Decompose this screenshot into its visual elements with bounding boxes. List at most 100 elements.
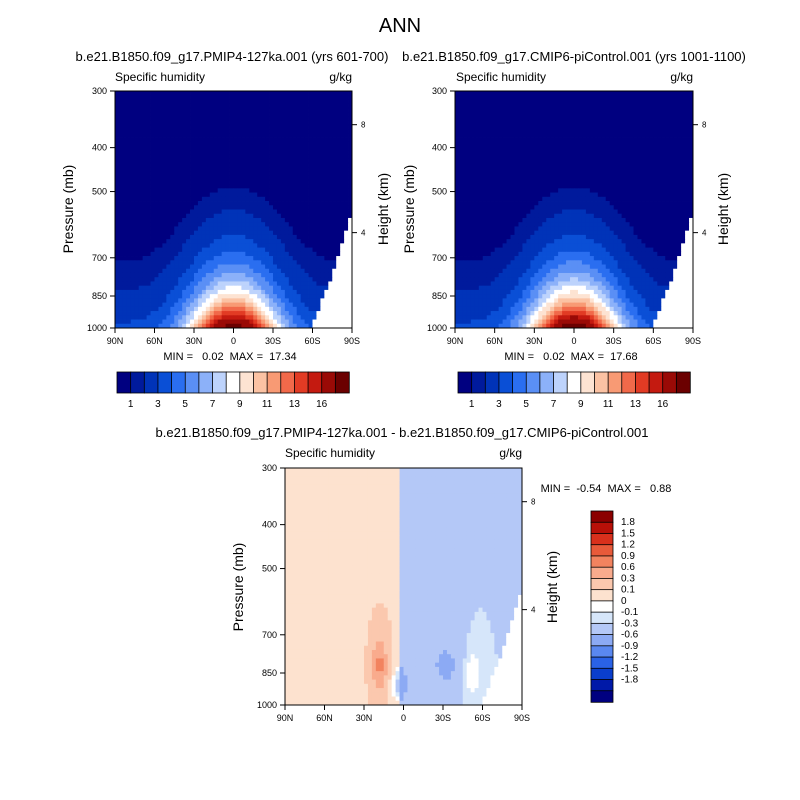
contour-cell: [685, 95, 690, 100]
contour-cell: [554, 116, 559, 122]
contour-cell: [233, 289, 238, 295]
contour-cell: [241, 146, 246, 151]
contour-cell: [205, 272, 211, 278]
contour-cell: [328, 154, 333, 160]
contour-cell: [265, 311, 270, 316]
contour-cell: [689, 179, 694, 185]
contour-cell: [217, 103, 223, 109]
contour-cell: [300, 209, 305, 215]
contour-cell: [261, 201, 266, 206]
contour-cell: [296, 124, 302, 130]
contour-cell: [269, 222, 274, 227]
contour-cell: [166, 281, 171, 287]
contour-cell: [253, 256, 258, 261]
contour-cell: [574, 103, 579, 109]
contour-cell: [681, 162, 686, 168]
contour-cell: [490, 162, 496, 168]
contour-cell: [601, 103, 607, 109]
contour-cell: [581, 91, 587, 96]
contour-cell: [158, 315, 163, 320]
contour-cell: [518, 112, 523, 117]
contour-cell: [186, 201, 191, 206]
contour-cell: [190, 175, 195, 181]
contour-cell: [526, 188, 531, 193]
contour-cell: [324, 179, 329, 185]
contour-cell: [190, 91, 195, 96]
contour-cell: [494, 124, 500, 130]
contour-cell: [284, 179, 290, 185]
contour-cell: [190, 243, 195, 248]
contour-cell: [134, 171, 140, 177]
contour-cell: [340, 158, 345, 164]
contour-cell: [182, 112, 187, 117]
contour-cell: [558, 116, 563, 122]
contour-cell: [625, 107, 630, 113]
contour-cell: [466, 179, 472, 185]
contour-cell: [162, 251, 167, 257]
contour-cell: [276, 116, 282, 122]
contour-cell: [186, 264, 191, 270]
contour-cell: [685, 116, 690, 122]
contour-cell: [546, 116, 551, 122]
contour-cell: [209, 150, 215, 155]
contour-cell: [194, 226, 199, 232]
contour-cell: [118, 167, 124, 172]
contour-cell: [241, 192, 246, 198]
contour-cell: [182, 201, 187, 206]
contour-cell: [225, 243, 230, 248]
contour-cell: [506, 116, 511, 122]
contour-cell: [589, 120, 595, 126]
contour-cell: [296, 129, 302, 134]
contour-cell: [566, 133, 571, 138]
contour-cell: [300, 230, 305, 236]
contour-cell: [526, 146, 531, 151]
contour-cell: [585, 112, 591, 117]
contour-cell: [225, 116, 230, 122]
contour-cell: [122, 201, 128, 206]
contour-cell: [197, 217, 203, 223]
contour-cell: [194, 217, 199, 223]
contour-cell: [201, 162, 207, 168]
contour-cell: [455, 133, 460, 138]
contour-cell: [158, 217, 163, 223]
contour-cell: [150, 251, 155, 257]
contour-cell: [621, 162, 626, 168]
contour-cell: [673, 179, 678, 185]
contour-cell: [237, 103, 242, 109]
contour-cell: [221, 243, 226, 248]
contour-cell: [245, 222, 250, 227]
contour-cell: [344, 154, 349, 160]
contour-cell: [284, 234, 290, 240]
contour-cell: [190, 239, 195, 244]
contour-cell: [320, 154, 325, 160]
contour-cell: [510, 137, 515, 143]
contour-cell: [146, 302, 151, 308]
contour-cell: [284, 137, 290, 143]
contour-cell: [597, 91, 603, 96]
contour-cell: [178, 150, 183, 155]
contour-cell: [138, 107, 144, 113]
contour-cell: [288, 129, 294, 134]
contour-cell: [134, 146, 140, 151]
contour-cell: [190, 103, 195, 109]
contour-cell: [158, 209, 163, 215]
contour-cell: [280, 91, 286, 96]
contour-cell: [332, 107, 337, 113]
contour-cell: [146, 120, 151, 126]
contour-cell: [466, 137, 472, 143]
contour-cell: [273, 315, 278, 320]
contour-cell: [661, 99, 666, 105]
contour-cell: [126, 196, 132, 202]
contour-cell: [273, 213, 278, 219]
contour-cell: [312, 319, 317, 325]
contour-cell: [126, 256, 132, 261]
contour-cell: [458, 158, 464, 164]
contour-cell: [221, 315, 226, 320]
contour-cell: [130, 222, 136, 227]
contour-cell: [681, 120, 686, 126]
contour-cell: [689, 103, 694, 109]
contour-cell: [245, 133, 250, 138]
contour-cell: [170, 243, 175, 248]
contour-cell: [613, 129, 619, 134]
contour-cell: [566, 154, 571, 160]
